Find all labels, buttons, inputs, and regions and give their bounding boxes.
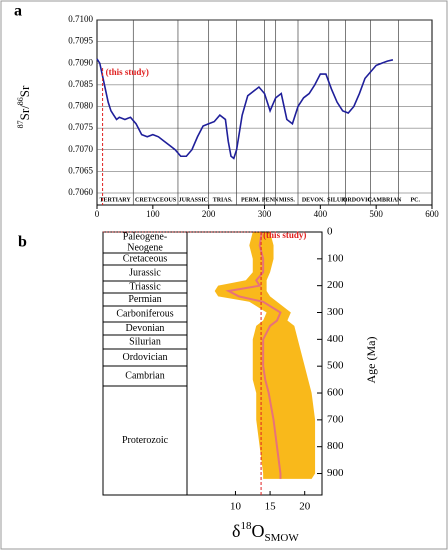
x-tick-label: 200 xyxy=(202,209,216,219)
x-axis-label-part: O xyxy=(251,521,264,541)
x-tick-label: 20 xyxy=(299,501,311,513)
x-tick-label: 10 xyxy=(230,501,242,513)
period-label: CAMBRIAN xyxy=(368,197,402,203)
x-axis-label-part: 18 xyxy=(240,520,252,532)
timescale-label: Silurian xyxy=(129,336,161,347)
y-tick-label: 300 xyxy=(327,306,344,318)
y-tick-label: 100 xyxy=(327,252,344,264)
x-tick-label: 500 xyxy=(369,209,383,219)
timescale-label: Carboniferous xyxy=(116,308,173,319)
panel-letter: b xyxy=(18,234,27,251)
period-label: SILUR. xyxy=(327,197,347,203)
timescale-label: Triassic xyxy=(129,281,161,292)
y-tick-label: 700 xyxy=(327,413,344,425)
y-tick-label: 900 xyxy=(327,467,344,479)
timescale-label: Proterozoic xyxy=(122,435,169,446)
uncertainty-band xyxy=(214,232,316,479)
timescale-label: Neogene xyxy=(127,242,163,253)
period-label: JURASSIC xyxy=(179,197,208,203)
period-label: CRETACEOUS xyxy=(135,197,177,203)
period-label: MISS. xyxy=(279,197,296,203)
y-axis-label: 87Sr/86Sr xyxy=(16,85,32,128)
y-tick-label: 200 xyxy=(327,279,344,291)
y-tick-label: 0.7065 xyxy=(68,165,93,175)
period-label: PENN xyxy=(262,197,279,203)
x-axis-label: δ18OSMOW xyxy=(232,520,299,544)
y-tick-label: 0.7070 xyxy=(68,144,93,154)
this-study-label: (this study) xyxy=(106,67,149,77)
y-tick-label: 800 xyxy=(327,440,344,452)
x-tick-label: 600 xyxy=(425,209,439,219)
period-label: PERM. xyxy=(241,197,261,203)
sr-curve xyxy=(96,58,394,160)
timescale-label: Jurassic xyxy=(129,267,161,278)
this-study-label: (this study) xyxy=(263,230,306,240)
period-label: TERTIARY xyxy=(100,197,132,203)
x-tick-label: 0 xyxy=(95,209,100,219)
y-tick-label: 500 xyxy=(327,360,344,372)
y-tick-label: 0.7080 xyxy=(68,101,93,111)
y-axis-label-part: Sr xyxy=(17,85,32,97)
y-tick-label: 600 xyxy=(327,387,344,399)
y-tick-label: 0.7090 xyxy=(68,57,93,67)
panel-letter: a xyxy=(14,3,22,20)
period-label: ORDOVIC. xyxy=(343,197,374,203)
period-label: TRIAS. xyxy=(213,197,233,203)
timescale-label: Permian xyxy=(128,294,161,305)
y-tick-label: 0.7095 xyxy=(68,36,93,46)
timescale-label: Cambrian xyxy=(125,370,164,381)
timescale-label: Ordovician xyxy=(123,352,168,363)
y-axis-label: Age (Ma) xyxy=(364,337,378,384)
y-axis-label-part: 86 xyxy=(16,97,25,105)
y-axis-label-part: 87 xyxy=(16,120,25,128)
y-tick-label: 0.7060 xyxy=(68,187,93,197)
y-tick-label: 0.7085 xyxy=(68,79,93,89)
y-tick-label: 0.7075 xyxy=(68,122,93,132)
x-axis-label-part: δ xyxy=(232,521,240,541)
period-label: PC. xyxy=(411,197,421,203)
x-tick-label: 400 xyxy=(314,209,328,219)
period-label: DEVON. xyxy=(302,197,326,203)
y-axis-label-part: Sr/ xyxy=(17,105,32,121)
y-tick-label: 0.7100 xyxy=(68,14,93,24)
x-tick-label: 100 xyxy=(146,209,160,219)
timescale-label: Devonian xyxy=(126,323,165,334)
timescale-box xyxy=(102,385,188,496)
x-tick-label: 300 xyxy=(258,209,272,219)
timescale-label: Paleogene- xyxy=(123,231,167,242)
y-tick-label: 400 xyxy=(327,333,344,345)
timescale-label: Cretaceous xyxy=(123,253,168,264)
y-tick-label: 0 xyxy=(327,226,333,238)
x-axis-label-part: SMOW xyxy=(264,532,299,544)
x-tick-label: 15 xyxy=(265,501,277,513)
